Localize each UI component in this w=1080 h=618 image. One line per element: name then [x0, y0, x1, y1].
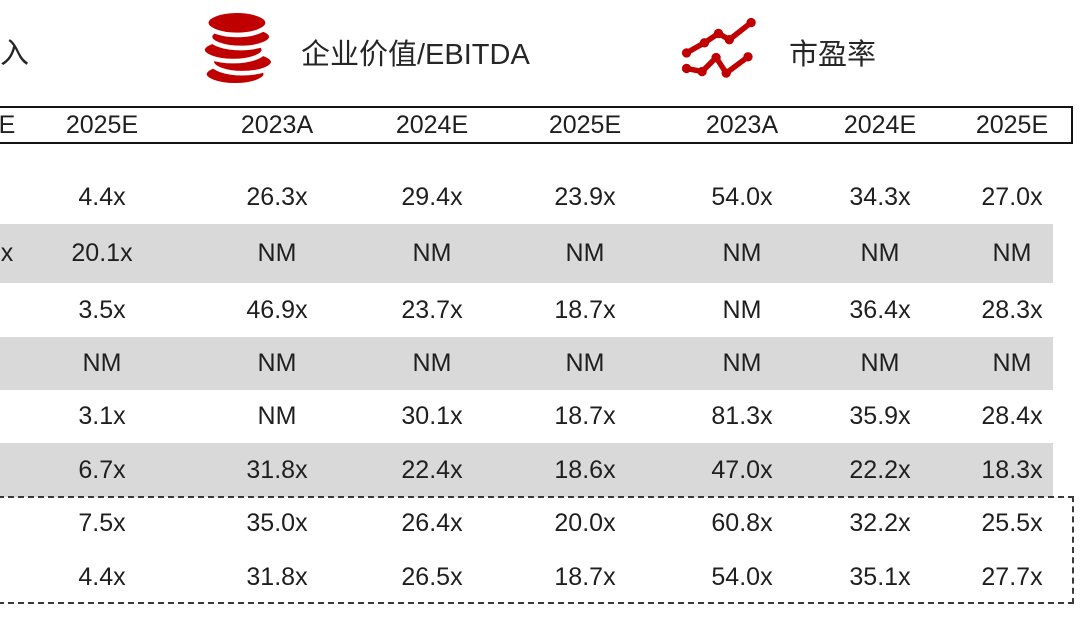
table-cell: 35.0x	[246, 509, 308, 537]
table-cell: 3.5x	[78, 295, 126, 324]
table-cell	[0, 283, 17, 337]
header-top-border	[0, 106, 1073, 108]
header-right-border	[1071, 106, 1073, 144]
table-cell: 6.7x	[78, 455, 126, 484]
table-cell: 4.4x	[78, 182, 126, 211]
table-cell: 35.9x	[849, 402, 911, 430]
legend-label-revenue-partial: 入	[0, 38, 30, 70]
table-cell: 26.3x	[246, 182, 308, 211]
table-cell: NM	[412, 349, 452, 377]
table-cell: 28.4x	[981, 402, 1043, 430]
legend-label-ev-ebitda: 企业价值/EBITDA	[301, 39, 530, 71]
table-cell: 26.5x	[401, 562, 463, 591]
table-cell: NM	[992, 349, 1032, 377]
table-cell	[0, 170, 17, 224]
table-row: 6.7x 31.8x 22.4x 18.6x 47.0x 22.2x 18.3x	[0, 443, 1053, 497]
table-cell: 20.1x	[71, 239, 133, 267]
table-cell: 20.0x	[554, 509, 616, 537]
table-cell: 23.7x	[401, 295, 463, 324]
table-row: NM NM NM NM NM NM NM	[0, 337, 1053, 390]
table-cell: 54.0x	[711, 562, 773, 591]
table-cell: NM	[722, 239, 762, 267]
column-header: 2025E	[548, 110, 622, 139]
table-cell: NM	[722, 295, 762, 324]
table-cell: 27.7x	[981, 562, 1043, 591]
table-cell: NM	[257, 402, 297, 430]
table-cell: 7.5x	[78, 509, 126, 537]
table-cell: 27.0x	[981, 182, 1043, 211]
table-cell: 54.0x	[711, 182, 773, 211]
table-cell: x	[0, 239, 14, 267]
table-cell: 4.4x	[78, 562, 126, 591]
table-cell	[0, 443, 17, 497]
column-header: 2024E	[395, 110, 469, 139]
table-cell: 81.3x	[711, 402, 773, 430]
table-row: 4.4x 26.3x 29.4x 23.9x 54.0x 34.3x 27.0x	[0, 170, 1053, 224]
table-cell: NM	[257, 239, 297, 267]
table-cell: 28.3x	[981, 295, 1043, 324]
table-cell: 60.8x	[711, 509, 773, 537]
table-cell: 3.1x	[78, 402, 126, 430]
column-header: 2025E	[975, 110, 1049, 139]
table-cell: NM	[412, 239, 452, 267]
table-cell: 32.2x	[849, 509, 911, 537]
table-row: 7.5x 35.0x 26.4x 20.0x 60.8x 32.2x 25.5x	[0, 497, 1053, 550]
table-row: x 20.1x NM NM NM NM NM NM	[0, 224, 1053, 283]
metrics-legend: 入 企业价值/EBITDA 市盈率	[0, 0, 1080, 96]
column-header: 2023A	[705, 110, 779, 139]
table-cell: 25.5x	[981, 509, 1043, 537]
table-cell: NM	[860, 239, 900, 267]
table-header-row: E 2025E 2023A 2024E 2025E 2023A 2024E 2025E	[0, 108, 1080, 142]
header-bottom-border	[0, 142, 1073, 144]
table-cell: NM	[82, 349, 122, 377]
table-cell: 18.6x	[554, 455, 616, 484]
table-cell: NM	[565, 239, 605, 267]
table-cell	[0, 390, 17, 443]
table-row: 3.1x NM 30.1x 18.7x 81.3x 35.9x 28.4x	[0, 390, 1053, 443]
table-cell: 30.1x	[401, 402, 463, 430]
table-cell: 22.4x	[401, 455, 463, 484]
table-cell: 31.8x	[246, 455, 308, 484]
table-cell: 26.4x	[401, 509, 463, 537]
table-cell: 31.8x	[246, 562, 308, 591]
table-cell: 18.7x	[554, 295, 616, 324]
table-cell: 36.4x	[849, 295, 911, 324]
table-cell: 34.3x	[849, 182, 911, 211]
column-header: 2024E	[843, 110, 917, 139]
column-header: E	[0, 110, 16, 139]
table-cell: NM	[860, 349, 900, 377]
table-cell: 18.7x	[554, 562, 616, 591]
table-cell: 23.9x	[554, 182, 616, 211]
table-cell: NM	[565, 349, 605, 377]
column-header: 2025E	[65, 110, 139, 139]
table-cell: NM	[257, 349, 297, 377]
table-row: 3.5x 46.9x 23.7x 18.7x NM 36.4x 28.3x	[0, 283, 1053, 337]
table-cell: 18.7x	[554, 402, 616, 430]
table-cell: 46.9x	[246, 295, 308, 324]
legend-label-pe-ratio: 市盈率	[789, 39, 877, 71]
table-cell: 35.1x	[849, 562, 911, 591]
table-cell: 47.0x	[711, 455, 773, 484]
summary-rows-outline	[0, 496, 1074, 604]
table-row: 4.4x 31.8x 26.5x 18.7x 54.0x 35.1x 27.7x	[0, 550, 1053, 604]
table-cell: 18.3x	[981, 455, 1043, 484]
table-cell: NM	[722, 349, 762, 377]
column-header: 2023A	[240, 110, 314, 139]
table-cell	[0, 337, 17, 390]
coins-icon	[200, 8, 276, 88]
table-cell: 29.4x	[401, 182, 463, 211]
line-chart-icon	[681, 17, 756, 78]
table-cell: NM	[992, 239, 1032, 267]
table-cell: 22.2x	[849, 455, 911, 484]
